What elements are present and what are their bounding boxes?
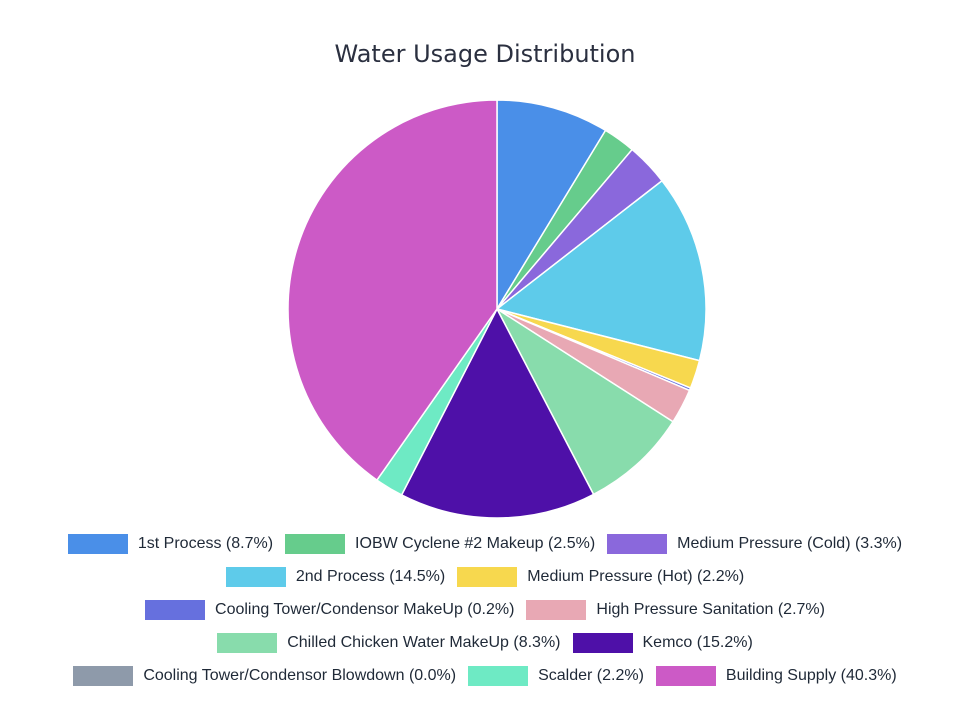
legend-item[interactable]: 2nd Process (14.5%) [225,566,446,587]
legend-label: Chilled Chicken Water MakeUp (8.3%) [287,633,561,651]
legend-item[interactable]: Medium Pressure (Cold) (3.3%) [607,533,903,554]
legend-label: Kemco (15.2%) [642,633,753,651]
legend-row: 1st Process (8.7%) IOBW Cyclene #2 Makeu… [0,527,970,560]
legend-label: Scalder (2.2%) [538,666,644,684]
legend-item[interactable]: 1st Process (8.7%) [67,533,274,554]
pie-slice[interactable] [400,307,595,519]
legend-label: Building Supply (40.3%) [725,666,897,684]
legend-swatch [607,533,668,554]
pie-slice[interactable] [287,99,498,482]
legend-label: Medium Pressure (Cold) (3.3%) [677,534,903,552]
legend-label: Cooling Tower/Condensor Blowdown (0.0%) [143,666,457,684]
legend-swatch [225,566,286,587]
legend-label: IOBW Cyclene #2 Makeup (2.5%) [355,534,596,552]
legend-row: 2nd Process (14.5%) Medium Pressure (Hot… [0,560,970,593]
legend-swatch [457,566,518,587]
legend-item[interactable]: Medium Pressure (Hot) (2.2%) [457,566,745,587]
legend-row: Cooling Tower/Condensor MakeUp (0.2%) Hi… [0,593,970,626]
legend-item[interactable]: High Pressure Sanitation (2.7%) [526,599,825,620]
legend-swatch [73,665,134,686]
legend-swatch [145,599,206,620]
pie-plot [287,99,707,519]
legend-item[interactable]: Scalder (2.2%) [468,665,644,686]
legend-swatch [655,665,716,686]
legend-swatch [217,632,278,653]
legend-item[interactable]: IOBW Cyclene #2 Makeup (2.5%) [285,533,596,554]
legend-item[interactable]: Cooling Tower/Condensor MakeUp (0.2%) [145,599,515,620]
legend-swatch [572,632,633,653]
legend-label: Cooling Tower/Condensor MakeUp (0.2%) [215,600,515,618]
legend-swatch [468,665,529,686]
legend-label: 1st Process (8.7%) [137,534,274,552]
chart-title: Water Usage Distribution [334,40,636,68]
legend-item[interactable]: Cooling Tower/Condensor Blowdown (0.0%) [73,665,457,686]
legend-swatch [67,533,128,554]
legend-swatch [526,599,587,620]
legend-row: Cooling Tower/Condensor Blowdown (0.0%) … [0,659,970,692]
pie-slice[interactable] [495,306,675,496]
legend-swatch [285,533,346,554]
legend-label: Medium Pressure (Hot) (2.2%) [527,567,745,585]
legend-item[interactable]: Kemco (15.2%) [572,632,753,653]
pie-slice[interactable] [495,179,707,362]
legend-item[interactable]: Building Supply (40.3%) [655,665,897,686]
legend: 1st Process (8.7%) IOBW Cyclene #2 Makeu… [0,527,970,692]
pie-slice[interactable] [496,99,607,312]
legend-item[interactable]: Chilled Chicken Water MakeUp (8.3%) [217,632,561,653]
legend-row: Chilled Chicken Water MakeUp (8.3%) Kemc… [0,626,970,659]
legend-label: 2nd Process (14.5%) [295,567,446,585]
legend-label: High Pressure Sanitation (2.7%) [596,600,825,618]
